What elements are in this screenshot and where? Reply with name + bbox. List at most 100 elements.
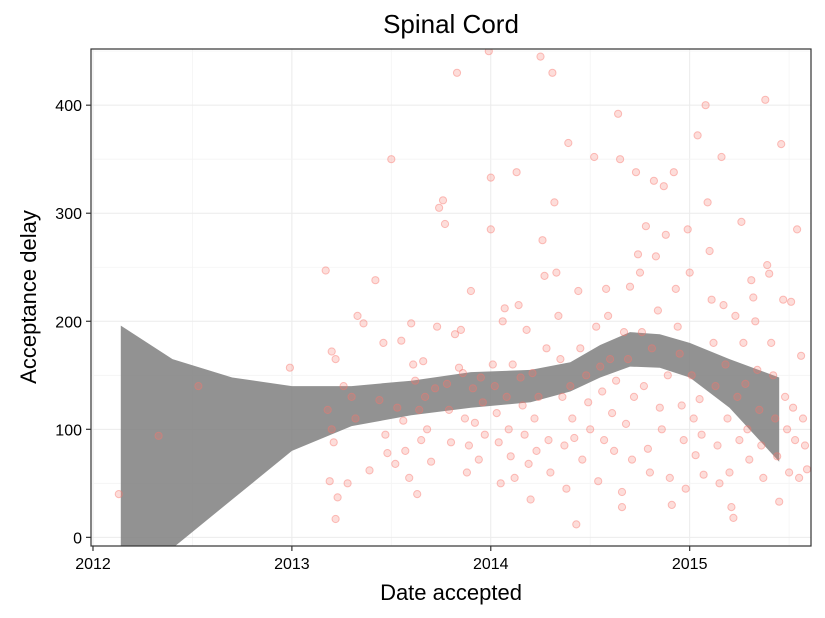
data-point — [657, 425, 666, 434]
data-point — [665, 473, 674, 482]
data-point — [486, 173, 495, 182]
data-point — [460, 414, 469, 423]
data-point — [546, 468, 555, 477]
data-point — [727, 503, 736, 512]
data-point — [532, 446, 541, 455]
data-point — [343, 479, 352, 488]
data-point — [749, 293, 758, 302]
data-point — [462, 468, 471, 477]
data-point — [419, 357, 428, 366]
data-point — [643, 444, 653, 453]
data-point — [399, 416, 408, 425]
data-point — [677, 401, 686, 410]
data-point — [775, 497, 784, 506]
data-point — [383, 449, 392, 458]
data-point — [560, 441, 569, 450]
data-point — [522, 325, 531, 334]
data-point — [594, 477, 603, 486]
data-point — [375, 396, 384, 405]
data-point — [480, 430, 489, 439]
data-point — [610, 446, 619, 455]
data-point — [635, 268, 645, 277]
data-point — [339, 382, 348, 391]
data-point — [458, 369, 467, 378]
data-point — [745, 455, 754, 464]
data-point — [693, 131, 702, 140]
data-point — [614, 109, 623, 118]
data-point — [667, 500, 676, 509]
data-point — [440, 219, 450, 229]
data-point — [731, 311, 740, 320]
data-point — [285, 363, 294, 372]
data-point — [442, 379, 452, 388]
data-point — [598, 387, 607, 396]
data-point — [600, 436, 609, 445]
data-point — [769, 371, 778, 380]
data-point — [574, 286, 583, 296]
data-point — [751, 317, 760, 326]
data-point — [566, 382, 575, 391]
points-layer — [114, 49, 811, 529]
data-point — [592, 322, 601, 331]
data-point — [687, 371, 696, 380]
data-point — [627, 455, 637, 464]
data-point — [516, 373, 525, 382]
data-point — [785, 468, 794, 477]
data-point — [452, 68, 462, 77]
data-point — [649, 176, 659, 185]
data-point — [781, 392, 790, 401]
data-point — [681, 484, 690, 493]
data-point — [705, 246, 714, 256]
data-point — [673, 322, 682, 331]
data-point — [735, 436, 744, 445]
data-point — [470, 418, 479, 427]
data-point — [333, 493, 342, 502]
data-point — [508, 360, 517, 369]
data-point — [351, 414, 360, 423]
data-point — [558, 392, 567, 401]
x-tick-label: 2012 — [75, 556, 111, 573]
data-point — [530, 414, 539, 423]
x-tick-label: 2013 — [274, 556, 310, 573]
data-point — [381, 430, 390, 439]
y-tick-label: 0 — [73, 530, 82, 547]
data-point — [767, 338, 776, 347]
data-point — [651, 252, 661, 261]
data-point — [779, 295, 788, 304]
data-point — [411, 376, 420, 385]
data-point — [715, 479, 724, 488]
data-point — [697, 430, 706, 439]
data-point — [484, 49, 493, 56]
data-point — [793, 225, 802, 234]
data-point — [637, 328, 647, 337]
data-point — [536, 52, 545, 61]
data-point — [691, 451, 700, 460]
y-tick-label: 300 — [55, 206, 82, 223]
data-point — [409, 360, 418, 369]
data-point — [621, 419, 631, 428]
data-point — [747, 276, 756, 285]
data-point — [653, 306, 663, 315]
data-point — [466, 286, 475, 296]
data-point — [721, 360, 730, 369]
data-point — [474, 455, 483, 464]
data-point — [556, 355, 565, 364]
data-point — [450, 330, 460, 339]
data-point — [713, 441, 722, 450]
data-point — [323, 405, 332, 414]
data-point — [795, 473, 804, 482]
data-point — [538, 236, 547, 245]
data-point — [771, 414, 780, 423]
data-point — [737, 217, 746, 226]
data-point — [456, 325, 465, 334]
data-point — [379, 338, 388, 347]
data-point — [655, 403, 664, 412]
x-tick-label: 2015 — [672, 556, 708, 573]
data-point — [703, 198, 712, 207]
data-point — [625, 282, 635, 291]
data-point — [787, 297, 796, 306]
data-point — [701, 101, 710, 110]
data-point — [520, 430, 529, 439]
data-point — [359, 319, 368, 328]
